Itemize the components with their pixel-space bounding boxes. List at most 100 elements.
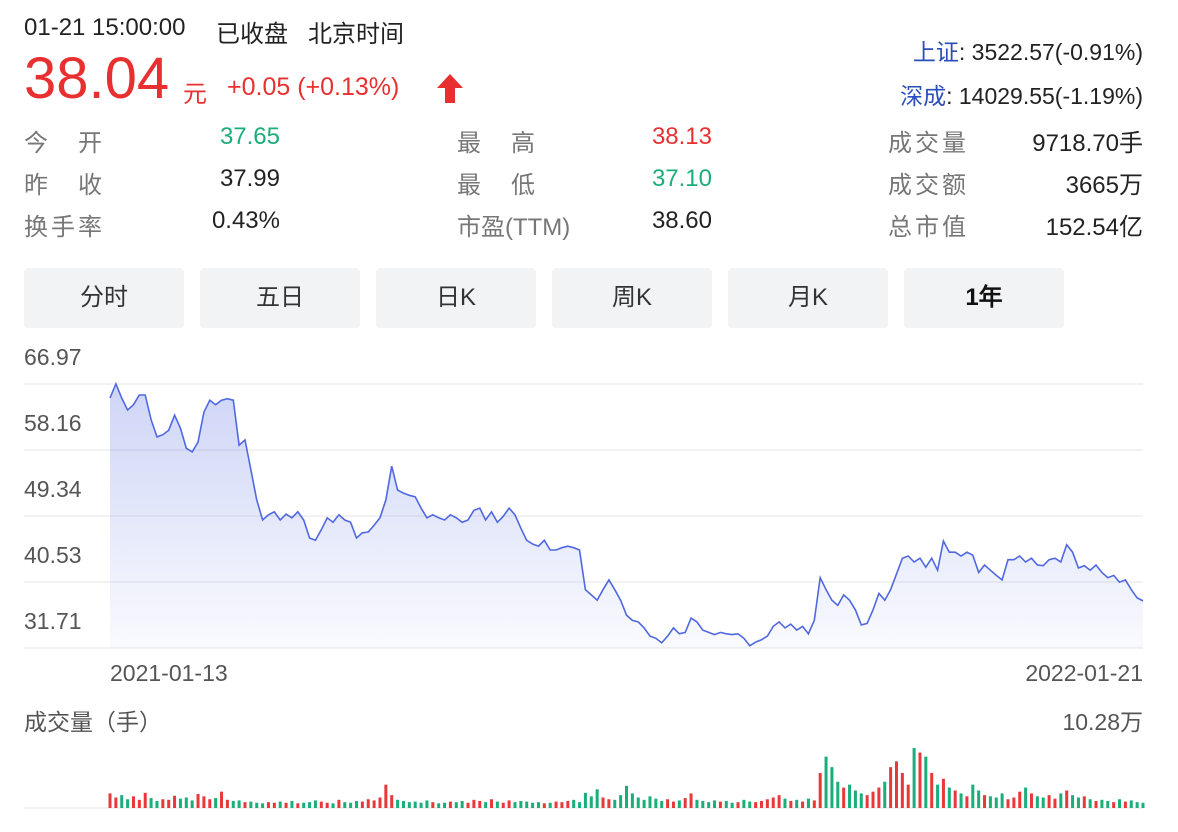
volume-bar [372, 800, 376, 808]
volume-bar [419, 802, 423, 808]
volume-bar [759, 800, 763, 808]
volume-bar [619, 795, 623, 808]
stat-value: 9718.70手 [1032, 130, 1143, 157]
volume-bar [666, 799, 670, 808]
volume-bar [173, 795, 177, 808]
volume-bar [325, 802, 329, 808]
volume-bar [1141, 802, 1145, 808]
volume-bar [771, 797, 775, 808]
volume-bar [1082, 796, 1086, 808]
volume-bar [190, 800, 194, 808]
volume-bar [671, 801, 675, 808]
tab[interactable]: 日K [376, 268, 536, 328]
volume-bar [1024, 787, 1028, 808]
datetime: 01-21 15:00:00 [24, 14, 186, 41]
y-tick-label: 58.16 [24, 410, 82, 436]
volume-bar [319, 801, 323, 808]
volume-bar [390, 795, 394, 808]
volume-bar [1088, 799, 1092, 808]
volume-bar [513, 802, 517, 808]
stat-value: 152.54亿 [1045, 214, 1143, 241]
volume-bar [660, 800, 664, 808]
y-tick-label: 40.53 [24, 542, 82, 568]
stat-label: 昨收 [24, 172, 102, 199]
volume-bar [947, 787, 951, 808]
tab[interactable]: 1年 [904, 268, 1064, 328]
volume-bar [214, 798, 218, 808]
x-tick-label: 2022-01-21 [1025, 660, 1143, 686]
volume-bar [636, 797, 640, 808]
stat-value: 38.60 [651, 207, 712, 234]
volume-bar [167, 799, 171, 808]
volume-bar [1029, 793, 1033, 808]
volume-bar [812, 800, 816, 808]
volume-bar [965, 796, 969, 808]
volume-bar [478, 800, 482, 808]
y-tick-label: 49.34 [24, 476, 82, 502]
volume-bar [654, 798, 658, 808]
volume-bar [871, 791, 875, 808]
stat-label: 市盈(TTM) [457, 214, 571, 241]
volume-bar [525, 801, 529, 808]
volume-bar [648, 796, 652, 808]
volume-bar [900, 772, 904, 808]
volume-bar [531, 802, 535, 808]
tab[interactable]: 月K [728, 268, 888, 328]
volume-bar [220, 791, 224, 808]
volume-bar [795, 799, 799, 808]
volume-bar [560, 802, 564, 808]
volume-bar [396, 799, 400, 808]
volume-bar [1053, 798, 1057, 808]
volume-bar [437, 803, 441, 808]
tab[interactable]: 分时 [24, 268, 184, 328]
volume-bar [519, 800, 523, 808]
volume-bar [977, 790, 981, 808]
volume-bar [443, 802, 447, 808]
volume-bar [1065, 790, 1069, 808]
volume-bar [677, 800, 681, 808]
volume-bar [578, 802, 582, 808]
market-status: 已收盘 [216, 21, 288, 48]
volume-bar [877, 787, 881, 808]
volume-bar [865, 795, 869, 808]
volume-bar [296, 803, 300, 808]
tab[interactable]: 周K [552, 268, 712, 328]
volume-bar [554, 801, 558, 808]
volume-bar [161, 799, 165, 808]
index-name: 深成 [900, 83, 947, 109]
volume-bar [266, 802, 270, 808]
volume-bar [683, 798, 687, 808]
volume-bar [225, 799, 229, 808]
volume-bar [689, 793, 693, 808]
volume-bar [355, 800, 359, 808]
volume-title: 成交量（手） [24, 709, 162, 735]
price-area [110, 383, 1143, 648]
volume-bar [748, 801, 752, 808]
volume-bar [255, 802, 259, 808]
volume-bar [806, 798, 810, 808]
tab[interactable]: 五日 [200, 268, 360, 328]
volume-bar [1018, 791, 1022, 808]
volume-bar [730, 802, 734, 808]
volume-bar [601, 797, 605, 808]
volume-bar [988, 796, 992, 808]
volume-bar [448, 801, 452, 808]
stat-label: 换手率 [24, 214, 102, 241]
volume-bar [953, 790, 957, 808]
volume-bar [466, 802, 470, 808]
volume-bar [572, 799, 576, 808]
index-name: 上证 [912, 39, 959, 65]
x-tick-label: 2021-01-13 [110, 660, 228, 686]
volume-bar [237, 800, 241, 808]
up-arrow [437, 74, 463, 103]
volume-bar [754, 802, 758, 808]
volume-bar [108, 793, 112, 808]
volume-bar [789, 800, 793, 808]
volume-bar [736, 802, 740, 808]
stat-value: 37.65 [219, 123, 280, 150]
volume-bar [114, 797, 118, 808]
stat-value: 0.43% [211, 207, 280, 234]
volume-bar [613, 799, 617, 808]
volume-bar [208, 799, 212, 808]
